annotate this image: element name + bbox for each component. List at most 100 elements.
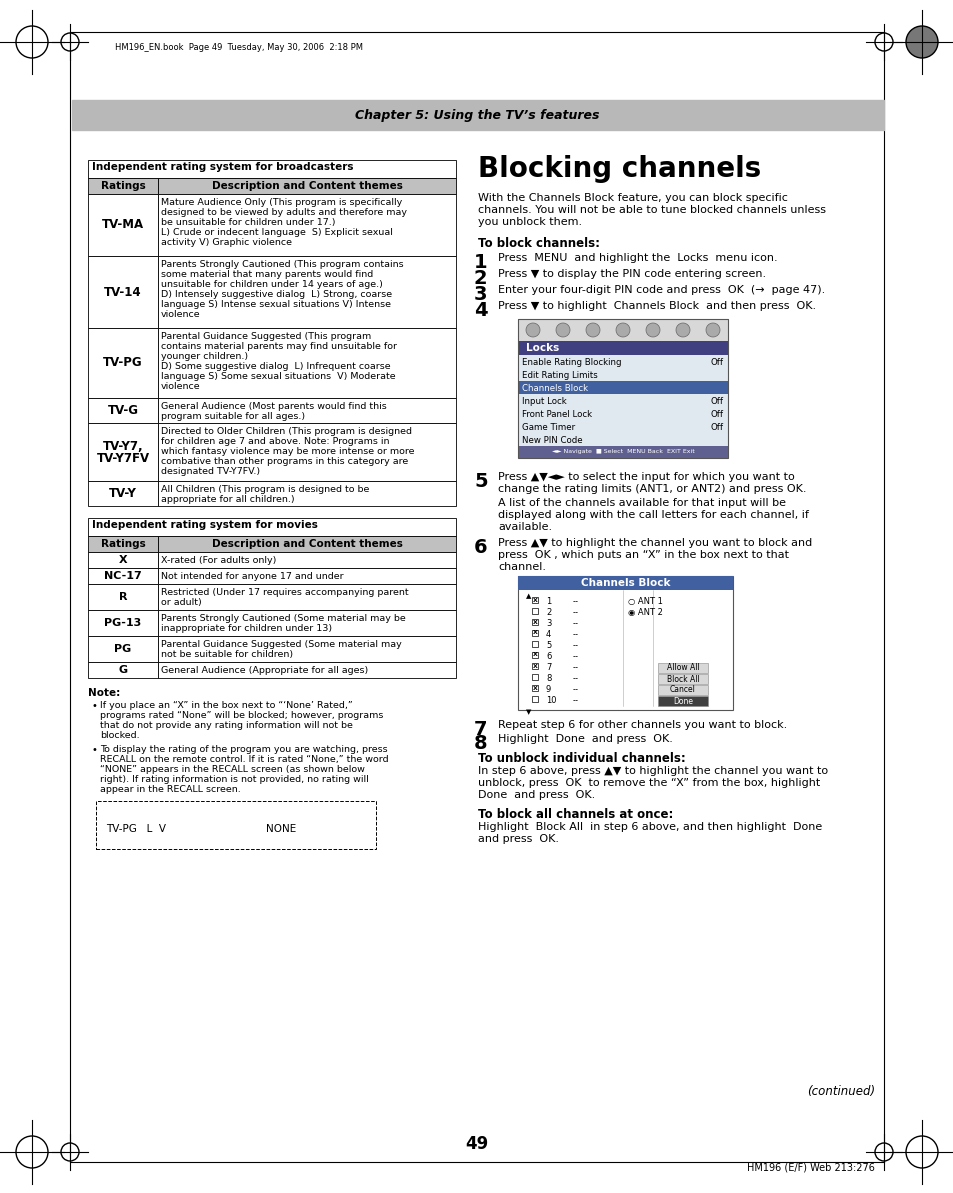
Text: language S) Intense sexual situations V) Intense: language S) Intense sexual situations V)… — [161, 299, 391, 309]
Text: All Children (This program is designed to be: All Children (This program is designed t… — [161, 486, 369, 494]
Text: D) Some suggestive dialog  L) Infrequent coarse: D) Some suggestive dialog L) Infrequent … — [161, 361, 390, 371]
Text: Parental Guidance Suggested (Some material may: Parental Guidance Suggested (Some materi… — [161, 639, 401, 649]
Text: 4: 4 — [545, 630, 551, 639]
Bar — [88, 662, 158, 678]
Text: General Audience (Most parents would find this: General Audience (Most parents would fin… — [161, 402, 386, 412]
Bar — [658, 674, 707, 684]
Circle shape — [616, 323, 629, 336]
Text: language S) Some sexual situations  V) Moderate: language S) Some sexual situations V) Mo… — [161, 372, 395, 381]
Bar — [88, 194, 158, 256]
Text: Press  MENU  and highlight the  Locks  menu icon.: Press MENU and highlight the Locks menu … — [497, 253, 777, 262]
Bar — [532, 653, 537, 659]
Bar — [517, 356, 727, 367]
Text: X: X — [532, 663, 537, 668]
Text: PG: PG — [114, 644, 132, 654]
Text: or adult): or adult) — [161, 598, 201, 607]
Bar — [658, 696, 707, 706]
Bar — [517, 446, 727, 458]
Bar — [158, 398, 456, 424]
Text: 6: 6 — [545, 653, 551, 661]
Text: 5: 5 — [474, 472, 487, 492]
Bar — [658, 663, 707, 673]
Text: designed to be viewed by adults and therefore may: designed to be viewed by adults and ther… — [161, 208, 407, 217]
Text: displayed along with the call letters for each channel, if: displayed along with the call letters fo… — [497, 509, 808, 520]
Bar — [88, 328, 158, 398]
Text: Chapter 5: Using the TV’s features: Chapter 5: Using the TV’s features — [355, 109, 598, 122]
Text: Press ▼ to display the PIN code entering screen.: Press ▼ to display the PIN code entering… — [497, 268, 765, 279]
Bar — [88, 424, 158, 481]
Bar — [158, 585, 456, 610]
Bar — [517, 394, 727, 407]
Text: A list of the channels available for that input will be: A list of the channels available for tha… — [497, 497, 785, 508]
Bar — [158, 662, 456, 678]
Text: TV-G: TV-G — [108, 404, 138, 418]
Bar — [158, 328, 456, 398]
Bar — [158, 552, 456, 568]
Text: Note:: Note: — [88, 688, 120, 698]
Text: Off: Off — [710, 358, 723, 367]
Text: Off: Off — [710, 410, 723, 419]
Text: --: -- — [573, 641, 578, 650]
Text: Edit Rating Limits: Edit Rating Limits — [521, 371, 598, 381]
Text: 10: 10 — [545, 696, 556, 705]
Text: TV-PG: TV-PG — [103, 357, 143, 370]
Text: programs rated “None” will be blocked; however, programs: programs rated “None” will be blocked; h… — [100, 711, 383, 721]
Text: --: -- — [573, 619, 578, 628]
Text: R: R — [118, 592, 127, 602]
Bar — [158, 424, 456, 481]
Bar — [517, 367, 727, 381]
Text: Parents Strongly Cautioned (Some material may be: Parents Strongly Cautioned (Some materia… — [161, 614, 405, 623]
Text: Enable Rating Blocking: Enable Rating Blocking — [521, 358, 620, 367]
Text: Directed to Older Children (This program is designed: Directed to Older Children (This program… — [161, 427, 412, 435]
Bar — [88, 636, 158, 662]
Bar — [517, 319, 727, 341]
Bar — [158, 536, 456, 552]
Text: Highlight  Done  and press  OK.: Highlight Done and press OK. — [497, 734, 672, 744]
Text: channels. You will not be able to tune blocked channels unless: channels. You will not be able to tune b… — [477, 205, 825, 215]
Text: Off: Off — [710, 397, 723, 406]
Text: change the rating limits (ANT1, or ANT2) and press OK.: change the rating limits (ANT1, or ANT2)… — [497, 484, 805, 494]
Bar — [517, 433, 727, 446]
Text: G: G — [118, 665, 128, 675]
Text: --: -- — [573, 596, 578, 606]
Bar — [88, 481, 158, 506]
Text: RECALL on the remote control. If it is rated “None,” the word: RECALL on the remote control. If it is r… — [100, 755, 388, 764]
Bar — [96, 801, 375, 849]
Text: X: X — [532, 598, 537, 602]
Text: X: X — [532, 630, 537, 636]
Text: To block all channels at once:: To block all channels at once: — [477, 808, 673, 821]
Text: 8: 8 — [545, 674, 551, 684]
Text: and press  OK.: and press OK. — [477, 834, 558, 843]
Text: appropriate for all children.): appropriate for all children.) — [161, 495, 294, 503]
Text: Parental Guidance Suggested (This program: Parental Guidance Suggested (This progra… — [161, 332, 371, 341]
Text: In step 6 above, press ▲▼ to highlight the channel you want to: In step 6 above, press ▲▼ to highlight t… — [477, 766, 827, 775]
Text: New PIN Code: New PIN Code — [521, 435, 582, 445]
Text: Repeat step 6 for other channels you want to block.: Repeat step 6 for other channels you wan… — [497, 721, 786, 730]
Bar — [71, 100, 883, 130]
Text: Game Timer: Game Timer — [521, 424, 575, 432]
Bar — [517, 319, 727, 458]
Bar — [158, 610, 456, 636]
Text: --: -- — [573, 674, 578, 684]
Bar — [532, 663, 537, 669]
Text: TV-14: TV-14 — [104, 285, 142, 298]
Bar — [517, 407, 727, 420]
Text: designated TV-Y7FV.): designated TV-Y7FV.) — [161, 466, 260, 476]
Text: X: X — [118, 555, 127, 565]
Bar — [88, 256, 158, 328]
Text: contains material parents may find unsuitable for: contains material parents may find unsui… — [161, 342, 396, 351]
Bar — [88, 610, 158, 636]
Text: blocked.: blocked. — [100, 731, 139, 740]
Text: Press ▼ to highlight  Channels Block  and then press  OK.: Press ▼ to highlight Channels Block and … — [497, 301, 815, 311]
Text: Not intended for anyone 17 and under: Not intended for anyone 17 and under — [161, 571, 343, 581]
Text: TV-PG   L  V: TV-PG L V — [106, 824, 166, 834]
Text: •: • — [91, 744, 98, 755]
Text: X: X — [532, 619, 537, 624]
Text: Description and Content themes: Description and Content themes — [212, 181, 402, 191]
Text: Highlight  Block All  in step 6 above, and then highlight  Done: Highlight Block All in step 6 above, and… — [477, 822, 821, 832]
Bar — [158, 178, 456, 194]
Text: 5: 5 — [545, 641, 551, 650]
Text: --: -- — [573, 696, 578, 705]
Text: To block channels:: To block channels: — [477, 237, 599, 251]
Text: unsuitable for children under 14 years of age.): unsuitable for children under 14 years o… — [161, 280, 382, 289]
